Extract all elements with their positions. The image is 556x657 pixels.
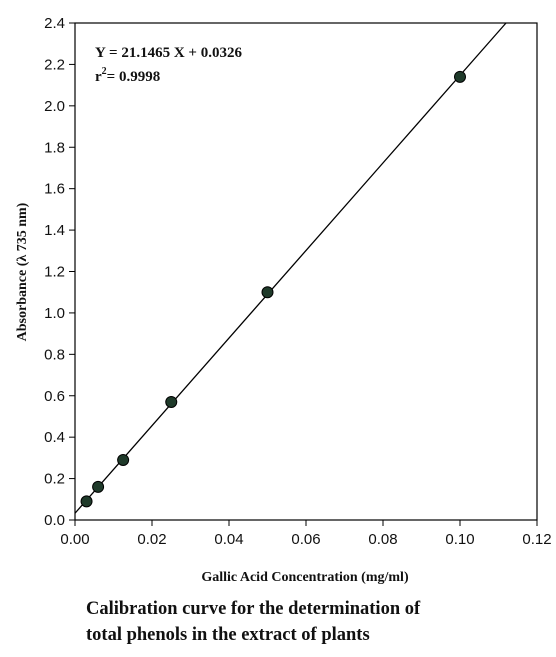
data-point [165,395,178,408]
data-point [117,453,130,466]
caption-line-2: total phenols in the extract of plants [86,625,370,645]
r-squared-exponent: 2 [102,66,107,77]
y-tick-label: 1.0 [44,305,65,322]
x-tick-label: 0.00 [60,531,89,548]
y-axis-title: Absorbance (λ 735 nm) [15,202,30,341]
x-tick-label: 0.02 [137,531,166,548]
tick-labels: 0.00 0.02 0.04 0.06 0.08 0.10 0.12 0.0 0.2 0.4 0.6… [44,15,551,548]
fit-line-group [74,22,507,514]
y-tick-label: 0.4 [44,429,65,446]
y-tick-label: 0.8 [44,346,65,363]
y-tick-label: 2.4 [44,15,65,32]
y-tick-label: 0.0 [44,512,65,529]
data-point [261,286,274,299]
r-squared-value: = 0.9998 [107,69,161,85]
y-tick-label: 1.4 [44,222,65,239]
x-tick-label: 0.10 [445,531,474,548]
r-squared: r2= 0.9998 [95,66,160,85]
axes [69,22,538,526]
y-tick-label: 1.6 [44,181,65,198]
y-tick-label: 0.2 [44,471,65,488]
data-point [454,70,466,83]
x-tick-label: 0.06 [291,531,320,548]
y-tick-label: 1.2 [44,264,65,281]
r-squared-symbol: r [95,69,102,85]
x-tick-label: 0.12 [522,531,551,548]
fit-line [74,22,507,514]
y-tick-label: 1.8 [44,139,65,156]
y-tick-label: 2.0 [44,98,65,115]
fit-equation: Y = 21.1465 X + 0.0326 [95,45,242,61]
data-points [80,70,466,508]
x-axis-title: Gallic Acid Concentration (mg/ml) [201,570,409,585]
caption-line-1: Calibration curve for the determination … [86,599,421,619]
x-tick-label: 0.04 [214,531,243,548]
plot-frame [74,22,538,521]
figure-caption: Calibration curve for the determination … [86,596,546,648]
calibration-chart: 0.00 0.02 0.04 0.06 0.08 0.10 0.12 0.0 0.2 0.4 0.6… [15,15,552,585]
y-tick-label: 0.6 [44,388,65,405]
x-tick-label: 0.08 [368,531,397,548]
y-tick-label: 2.2 [44,56,65,73]
data-point [92,480,105,493]
data-point [80,495,93,508]
